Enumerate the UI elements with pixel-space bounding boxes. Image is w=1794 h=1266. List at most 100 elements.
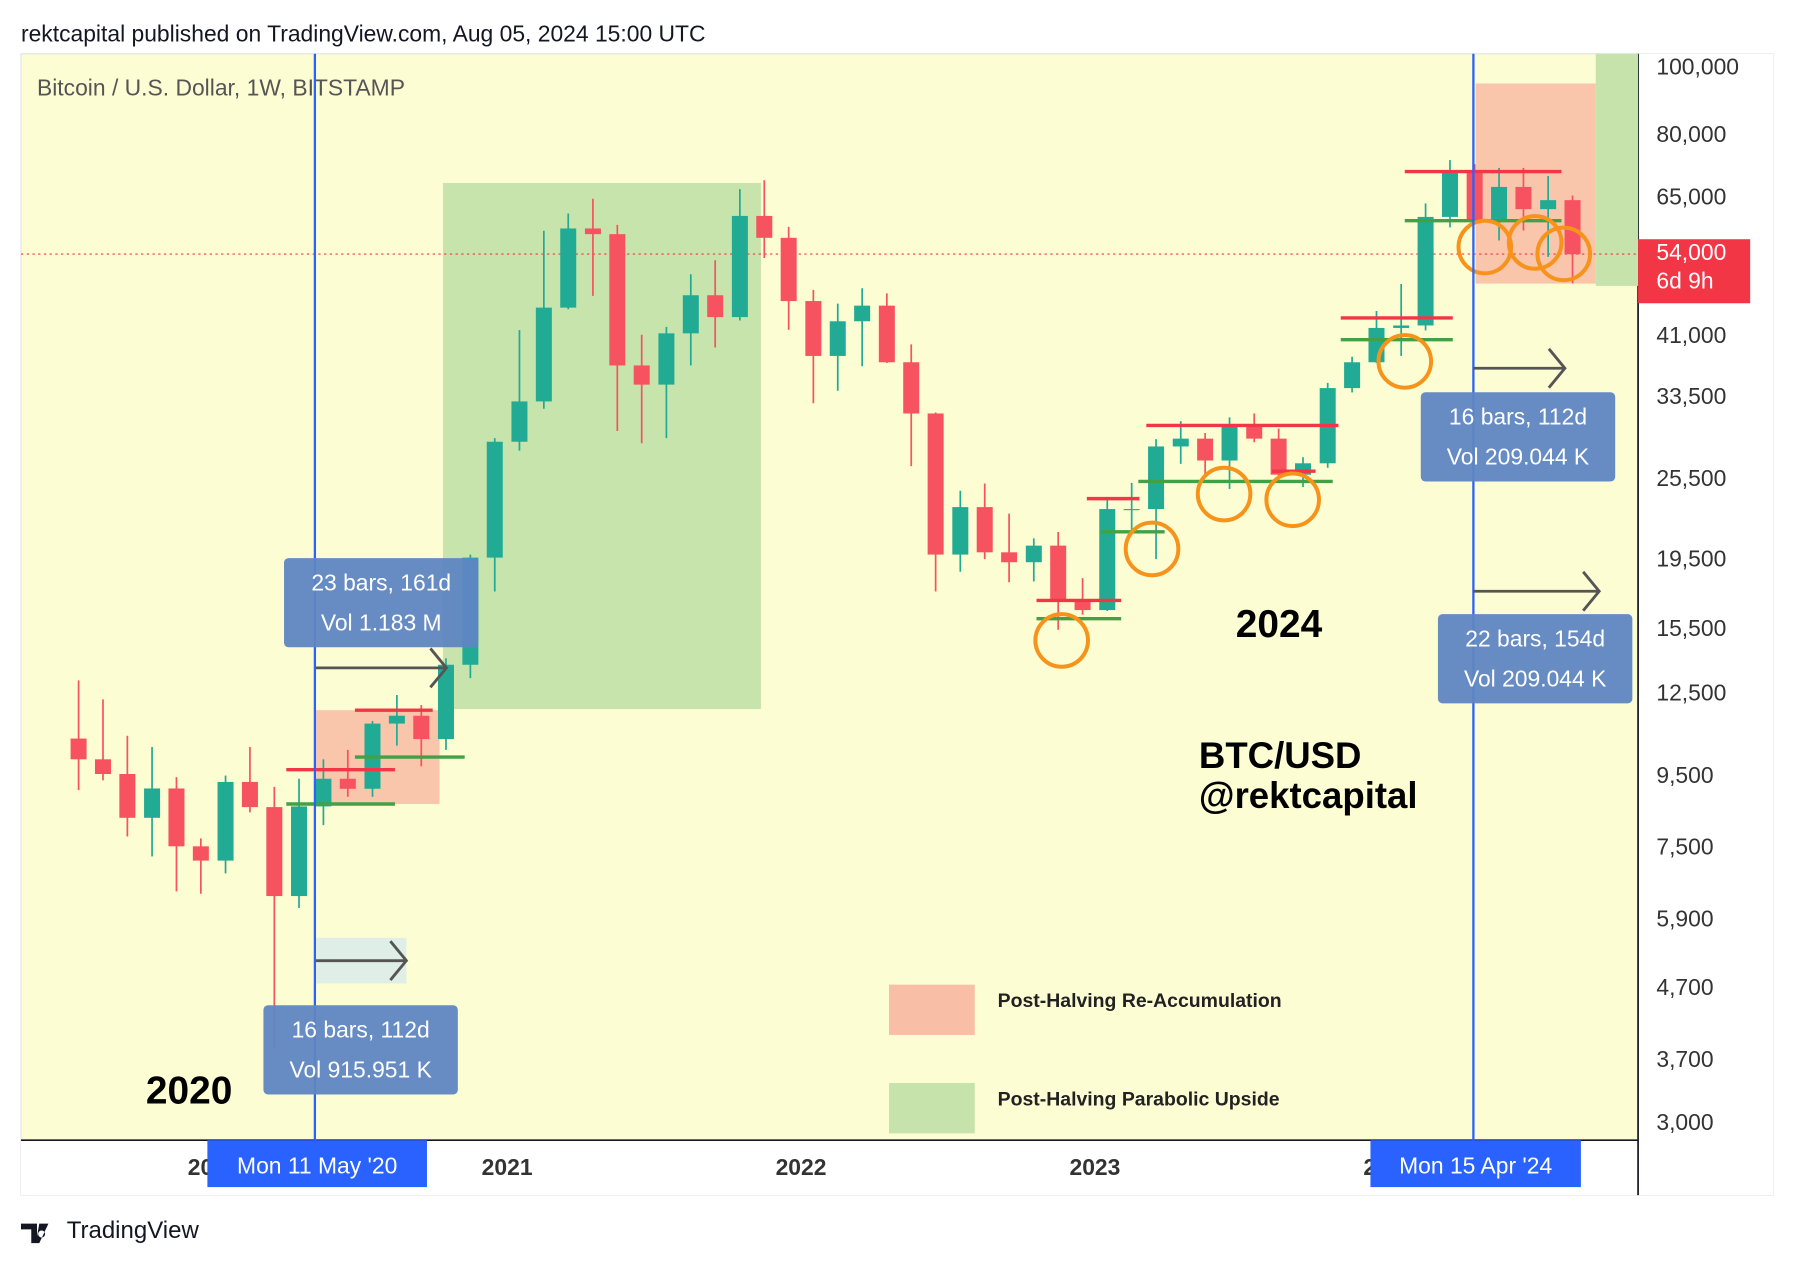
candle-body [168,788,185,847]
measure-vol: Vol 209.044 K [1447,444,1589,470]
retest-circle [1123,520,1181,578]
measure-box [263,1005,458,1095]
candle-body [266,807,283,897]
price-label: 54,000 [1656,239,1726,265]
candle-body [1123,509,1140,511]
candle-body [486,441,503,558]
candle-body [1197,438,1214,461]
candle-body [241,781,258,808]
measure-box [1420,392,1616,482]
candle-body [1270,438,1287,475]
candle-body [70,738,87,760]
candle-body [413,715,430,740]
candle-body [854,305,871,322]
arrow-head [1547,347,1567,389]
y-tick-label: 9,500 [1656,762,1713,788]
date-label-box [1370,1140,1581,1188]
y-tick-label: 100,000 [1656,54,1739,80]
candle-body [1099,509,1116,611]
y-tick-label: 25,500 [1656,465,1726,491]
candle-body [94,759,111,775]
logo [20,1223,49,1244]
candle-body [315,778,332,807]
header: rektcapital published on TradingView.com… [21,20,706,46]
candle-body [682,295,699,334]
measure-vol: Vol 209.044 K [1464,666,1606,692]
candle-body [192,846,209,861]
retest-circle [1195,465,1253,523]
candle-body [829,321,846,356]
candle-body [1221,426,1238,461]
y-tick-label: 12,500 [1656,680,1726,706]
candle-body [1441,170,1458,217]
watermark: @rektcapital [1199,775,1418,816]
candle-body [217,781,234,861]
legend-swatch [888,984,975,1035]
candle-body [1466,170,1483,220]
candle-body [805,301,822,356]
candle-body [878,305,895,363]
candle-body [388,715,405,724]
candle-body [1491,186,1508,220]
y-tick-label: 5,900 [1656,906,1713,932]
measure-bars: 16 bars, 112d [1449,404,1587,430]
candle-body [437,664,454,740]
x-tick-label: 2022 [776,1154,827,1180]
candle-body [1295,463,1312,475]
candle-body [952,507,969,555]
candle-body [511,401,528,442]
measure-vol: Vol 1.183 M [321,609,442,635]
price-label-box [1638,239,1751,304]
candle-body [144,788,161,818]
y-tick-label: 3,000 [1656,1109,1713,1135]
measure-bars: 23 bars, 161d [311,569,451,595]
candle-body [731,215,748,318]
candle-body [903,362,920,414]
candle-body [633,365,650,385]
measure-box [284,558,479,648]
candle-body [1074,599,1091,611]
y-tick-label: 19,500 [1656,546,1726,572]
year-label: 2024 [1236,603,1323,646]
year-label: 2020 [146,1070,232,1113]
y-tick-label: 33,500 [1656,383,1726,409]
retest-circle [1506,214,1564,271]
candle-body [1246,426,1263,439]
y-tick-label: 80,000 [1656,121,1726,147]
candle-body [1540,200,1557,210]
watermark: BTC/USD [1199,735,1362,776]
candle-body [291,806,308,897]
candle-body [1393,325,1410,328]
candle-body [339,778,356,789]
arrow-head [389,940,409,982]
y-tick-label: 15,500 [1656,615,1726,641]
candle-body [1001,552,1018,563]
candle-body [927,413,944,555]
date-label: Mon 11 May '20 [237,1153,397,1179]
candle-body [1344,362,1361,389]
candle-body [609,234,626,366]
x-tick-label: 2021 [482,1154,533,1180]
retest-circle [1376,333,1434,390]
candle-body [119,774,136,818]
arrow-head [1582,570,1602,612]
candle-body [1050,545,1067,600]
plot: 23 bars, 161d Vol 1.183 M 16 bars, 112d Vol… [20,53,1751,1188]
candle-body [1515,186,1532,210]
candle-body [1025,545,1042,563]
legend-swatch [888,1083,975,1134]
candle-body [1172,438,1189,447]
candle-body [780,237,797,302]
measure-box [1437,614,1633,704]
measure-bars: 22 bars, 154d [1465,625,1605,651]
candle-body [535,307,552,402]
x-tick-label: 2023 [1069,1154,1120,1180]
y-tick-label: 65,000 [1656,183,1726,209]
candle-body [1417,216,1434,326]
parabolic-zone [1595,53,1639,286]
retest-circle [1264,471,1322,529]
y-tick-label: 7,500 [1656,833,1713,859]
countdown: 6d 9h [1656,268,1713,294]
legend-label: Post-Halving Parabolic Upside [998,1088,1280,1110]
